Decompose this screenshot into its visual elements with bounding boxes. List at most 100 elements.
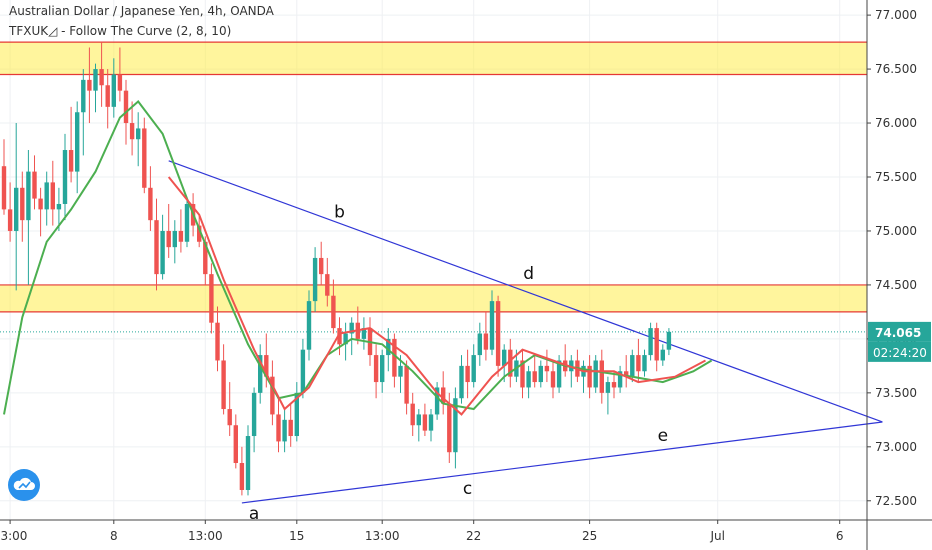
candle-body <box>422 414 428 431</box>
trendline <box>168 160 883 423</box>
candle-body <box>630 355 635 377</box>
candle-body <box>398 365 403 377</box>
wave-label-a: a <box>249 504 259 524</box>
candle-body <box>660 349 665 361</box>
candle-body <box>294 392 299 437</box>
candle-body <box>111 74 116 107</box>
candle-body <box>453 398 458 453</box>
candle-body <box>337 328 342 345</box>
fast-curve-line <box>167 176 706 416</box>
countdown-label: 02:24:20 <box>873 346 927 360</box>
candle-body <box>239 463 245 490</box>
candle-body <box>532 371 537 383</box>
current-price-label: 74.065 <box>875 326 921 340</box>
candle-body <box>209 274 214 323</box>
candle-body <box>166 230 171 248</box>
candle-body <box>520 360 525 388</box>
candle-body <box>178 230 184 242</box>
wave-label-b: b <box>334 202 345 222</box>
candle-body <box>654 328 659 361</box>
candle-body <box>587 365 592 388</box>
candle-body <box>99 69 104 86</box>
candle-body <box>312 257 318 302</box>
candle-body <box>44 182 49 210</box>
price-tick-label: 73.500 <box>875 386 917 400</box>
candle-body <box>14 187 19 231</box>
candle-body <box>410 403 415 426</box>
cloud-icon <box>13 477 35 490</box>
time-tick-label: 13:00 <box>188 529 223 543</box>
candle-body <box>508 349 513 377</box>
candle-body <box>93 69 98 91</box>
candle-body <box>172 230 177 248</box>
indicator-legend[interactable]: TFXUK◿ - Follow The Curve (2, 8, 10) <box>9 24 232 38</box>
candle-body <box>569 360 574 372</box>
candle-body <box>81 79 86 113</box>
candle-body <box>215 322 220 361</box>
candle-body <box>105 85 110 107</box>
candle-body <box>434 387 440 415</box>
candle-body <box>611 382 617 388</box>
candle-body <box>227 409 232 426</box>
time-tick-label: 6 <box>836 529 844 543</box>
wave-label-e: e <box>658 426 668 446</box>
candle-body <box>538 365 543 383</box>
candle-body <box>142 128 147 188</box>
candle-body <box>642 355 647 372</box>
candle-body <box>441 387 446 404</box>
candle-body <box>489 301 495 350</box>
candle-body <box>544 365 550 372</box>
candle-body <box>343 333 348 345</box>
candle-body <box>123 90 129 124</box>
price-tick-label: 76.500 <box>875 62 917 76</box>
time-tick-label: 13:00 <box>0 529 27 543</box>
slow-curve-line <box>3 100 713 415</box>
time-tick-label: 15 <box>289 529 304 543</box>
candle-body <box>154 220 159 275</box>
candle-body <box>380 355 385 383</box>
candle-body <box>556 360 562 388</box>
candle-body <box>666 331 672 350</box>
candle-body <box>184 203 190 242</box>
candle-body <box>197 225 202 242</box>
trendline <box>241 421 883 504</box>
candle-body <box>258 355 263 393</box>
candle-body <box>288 419 293 437</box>
candle-body <box>471 355 476 383</box>
candle-body <box>26 171 31 221</box>
candle-body <box>68 150 74 172</box>
candle-body <box>648 328 653 356</box>
candle-body <box>129 123 135 140</box>
candle-body <box>75 112 80 172</box>
candle-body <box>617 371 623 388</box>
candle-body <box>593 360 598 388</box>
resistance-zone <box>0 284 867 312</box>
price-tick-label: 76.000 <box>875 116 917 130</box>
price-tick-label: 77.000 <box>875 8 917 22</box>
candle-body <box>605 382 611 393</box>
candle-body <box>117 74 123 91</box>
countdown-tag <box>868 341 931 362</box>
candle-body <box>392 338 397 377</box>
price-tick-label: 75.500 <box>875 170 917 184</box>
candle-body <box>270 376 275 415</box>
price-tick-label: 73.000 <box>875 440 917 454</box>
candle-body <box>251 392 257 437</box>
price-tick-label: 74.500 <box>875 278 917 292</box>
candle-body <box>282 419 287 442</box>
candle-body <box>300 349 306 393</box>
candle-body <box>483 333 489 350</box>
tradingview-cloud-icon[interactable] <box>8 469 40 501</box>
resistance-zone <box>0 42 867 75</box>
candle-body <box>306 301 312 350</box>
candle-body <box>624 371 629 377</box>
candle-body <box>148 187 153 221</box>
wave-label-d: d <box>523 264 534 284</box>
candle-body <box>87 79 92 91</box>
candle-body <box>319 257 324 275</box>
candle-body <box>20 187 25 221</box>
candle-body <box>459 365 464 399</box>
candle-body <box>136 128 141 140</box>
candle-body <box>428 414 434 431</box>
